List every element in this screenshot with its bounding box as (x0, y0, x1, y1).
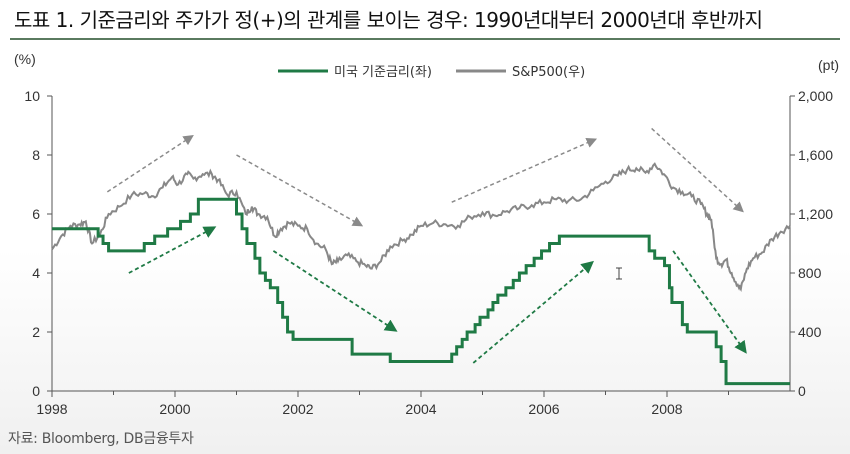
right-tick-label: 2,000 (798, 88, 833, 104)
series-line-rate (52, 197, 790, 386)
legend: 미국 기준금리(좌) S&P500(우) (278, 65, 585, 80)
trend-arrow-green (128, 226, 217, 274)
right-tick-label: 400 (798, 324, 822, 340)
right-tick-label: 0 (798, 383, 806, 399)
trend-arrow-gray (106, 134, 194, 193)
trend-arrow-green (272, 250, 398, 332)
x-tick-label: 2006 (528, 401, 559, 417)
legend-label-rate: 미국 기준금리(좌) (334, 65, 432, 80)
right-tick-label: 1,200 (798, 206, 833, 222)
text-cursor-icon (616, 267, 622, 280)
trend-arrow-green (472, 260, 594, 364)
trend-arrow-green (672, 250, 747, 354)
x-axis-ticks: 1998 2000 2002 2004 2006 2008 (36, 391, 729, 417)
chart-title: 도표 1. 기준금리와 주가가 정(+)의 관계를 보이는 경우: 1990년대… (14, 8, 763, 32)
left-tick-label: 4 (32, 265, 40, 281)
left-tick-label: 8 (32, 147, 40, 163)
x-tick-label: 2000 (159, 401, 190, 417)
left-tick-label: 10 (24, 88, 40, 104)
left-axis-unit: (%) (14, 51, 36, 67)
right-axis-unit: (pt) (818, 57, 839, 73)
left-axis-ticks: 0 2 4 6 8 10 (24, 88, 52, 399)
series-line-sp500 (51, 162, 791, 292)
trend-arrow-gray (651, 127, 744, 213)
right-tick-label: 800 (798, 265, 822, 281)
right-axis-ticks: 0 400 800 1,200 1,600 2,000 (790, 88, 833, 399)
x-tick-label: 2004 (405, 401, 436, 417)
left-tick-label: 0 (32, 383, 40, 399)
trend-arrow-gray (236, 154, 364, 227)
trend-arrows (106, 127, 747, 364)
left-tick-label: 2 (32, 324, 40, 340)
trend-arrow-gray (451, 137, 598, 203)
title-divider (10, 38, 840, 40)
x-tick-label: 2002 (282, 401, 313, 417)
right-tick-label: 1,600 (798, 147, 833, 163)
source-note: 자료: Bloomberg, DB금융투자 (8, 431, 194, 447)
x-tick-label: 2008 (651, 401, 682, 417)
left-tick-label: 6 (32, 206, 40, 222)
legend-label-sp500: S&P500(우) (512, 65, 585, 80)
x-tick-label: 1998 (36, 401, 67, 417)
